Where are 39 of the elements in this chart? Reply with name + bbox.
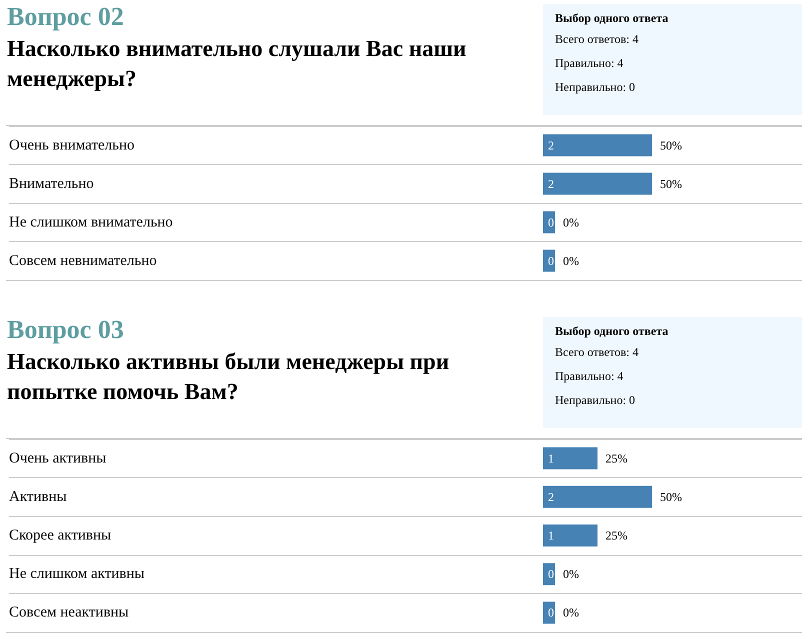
y-tick-label: Очень внимательно <box>9 137 135 154</box>
annotation: 0 <box>548 567 554 582</box>
text: Всего ответов: 4 <box>555 344 640 361</box>
data-label: 0% <box>563 567 579 582</box>
data-label: 0% <box>563 215 579 230</box>
text: Правильно: 4 <box>555 368 624 385</box>
data-label: 50% <box>660 176 682 191</box>
text: Вопрос 03 <box>7 315 124 345</box>
y-tick-label: Не слишком активны <box>9 566 144 582</box>
text: Неправильно: 0 <box>555 79 636 96</box>
text: Правильно: 4 <box>555 55 624 72</box>
data-label: 50% <box>660 490 682 504</box>
annotation: 1 <box>548 528 554 542</box>
text: Насколько внимательно слушали Вас наши менеджеры? <box>7 35 468 93</box>
annotation: 2 <box>548 138 554 152</box>
data-label: 50% <box>660 138 682 152</box>
annotation: 0 <box>548 254 554 268</box>
annotation: 1 <box>548 451 554 466</box>
text: Насколько активны были менеджеры при попытке помочь Вам? <box>7 348 450 406</box>
y-tick-label: Совсем неактивны <box>9 604 129 621</box>
text: Выбор одного ответа <box>555 10 670 27</box>
y-tick-label: Скорее активны <box>9 528 112 544</box>
y-tick-label: Внимательно <box>9 176 94 192</box>
y-tick-label: Не слишком внимательно <box>9 214 173 230</box>
text: Неправильно: 0 <box>555 392 636 409</box>
annotation: 2 <box>548 176 554 191</box>
y-tick-label: Совсем невнимательно <box>9 252 157 269</box>
data-label: 25% <box>606 528 628 542</box>
annotation: 0 <box>548 606 554 620</box>
y-tick-label: Очень активны <box>9 450 106 466</box>
annotation: 0 <box>548 215 554 230</box>
y-tick-label: Активны <box>9 488 67 505</box>
text: Всего ответов: 4 <box>555 31 640 48</box>
data-label: 0% <box>563 606 579 620</box>
data-label: 0% <box>563 254 579 268</box>
text: Вопрос 02 <box>7 2 124 32</box>
text: Выбор одного ответа <box>555 323 670 340</box>
annotation: 2 <box>548 490 554 504</box>
data-label: 25% <box>606 451 628 466</box>
